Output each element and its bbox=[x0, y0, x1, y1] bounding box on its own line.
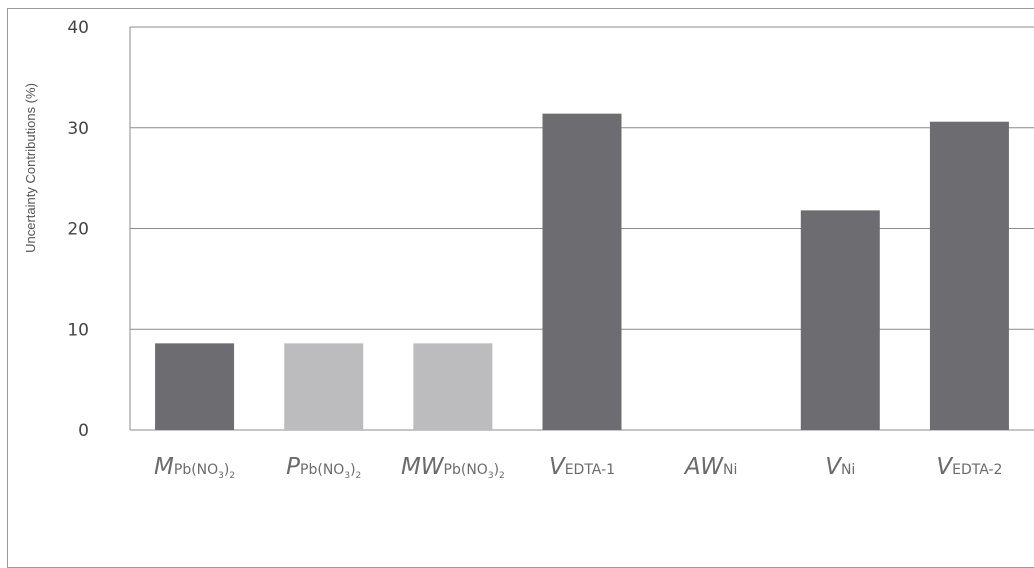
x-category-label: VEDTA-1 bbox=[549, 454, 615, 480]
x-category-labels: MPb(NO3)2 PPb(NO3)2 MWPb(NO3)2 VEDTA-1 AWNi V… bbox=[154, 454, 1002, 481]
bars bbox=[155, 113, 1009, 431]
bar bbox=[413, 343, 493, 430]
x-category-label: MPb(NO3)2 bbox=[154, 454, 235, 481]
y-tick-label: 0 bbox=[78, 421, 89, 441]
bar bbox=[155, 343, 235, 430]
bar bbox=[284, 343, 364, 430]
bar bbox=[542, 113, 622, 431]
y-tick-label: 20 bbox=[67, 220, 89, 240]
x-category-label: AWNi bbox=[683, 454, 737, 480]
y-tick-labels: 0 10 20 30 40 bbox=[67, 18, 89, 441]
bar bbox=[929, 121, 1009, 430]
bar-chart: 0 10 20 30 40 MPb(NO3)2 PPb(NO3)2 MWPb(NO3)2 VE… bbox=[23, 18, 1034, 481]
x-category-label: MWPb(NO3)2 bbox=[401, 454, 505, 481]
y-tick-label: 10 bbox=[67, 320, 89, 340]
y-axis-label: Uncertainty Contributions (%) bbox=[23, 83, 38, 253]
x-category-label: PPb(NO3)2 bbox=[286, 454, 361, 481]
y-tick-label: 30 bbox=[67, 119, 89, 139]
x-category-label: VNi bbox=[825, 454, 855, 480]
y-tick-label: 40 bbox=[67, 18, 89, 38]
x-category-label: VEDTA-2 bbox=[936, 454, 1002, 480]
bar bbox=[800, 210, 880, 430]
